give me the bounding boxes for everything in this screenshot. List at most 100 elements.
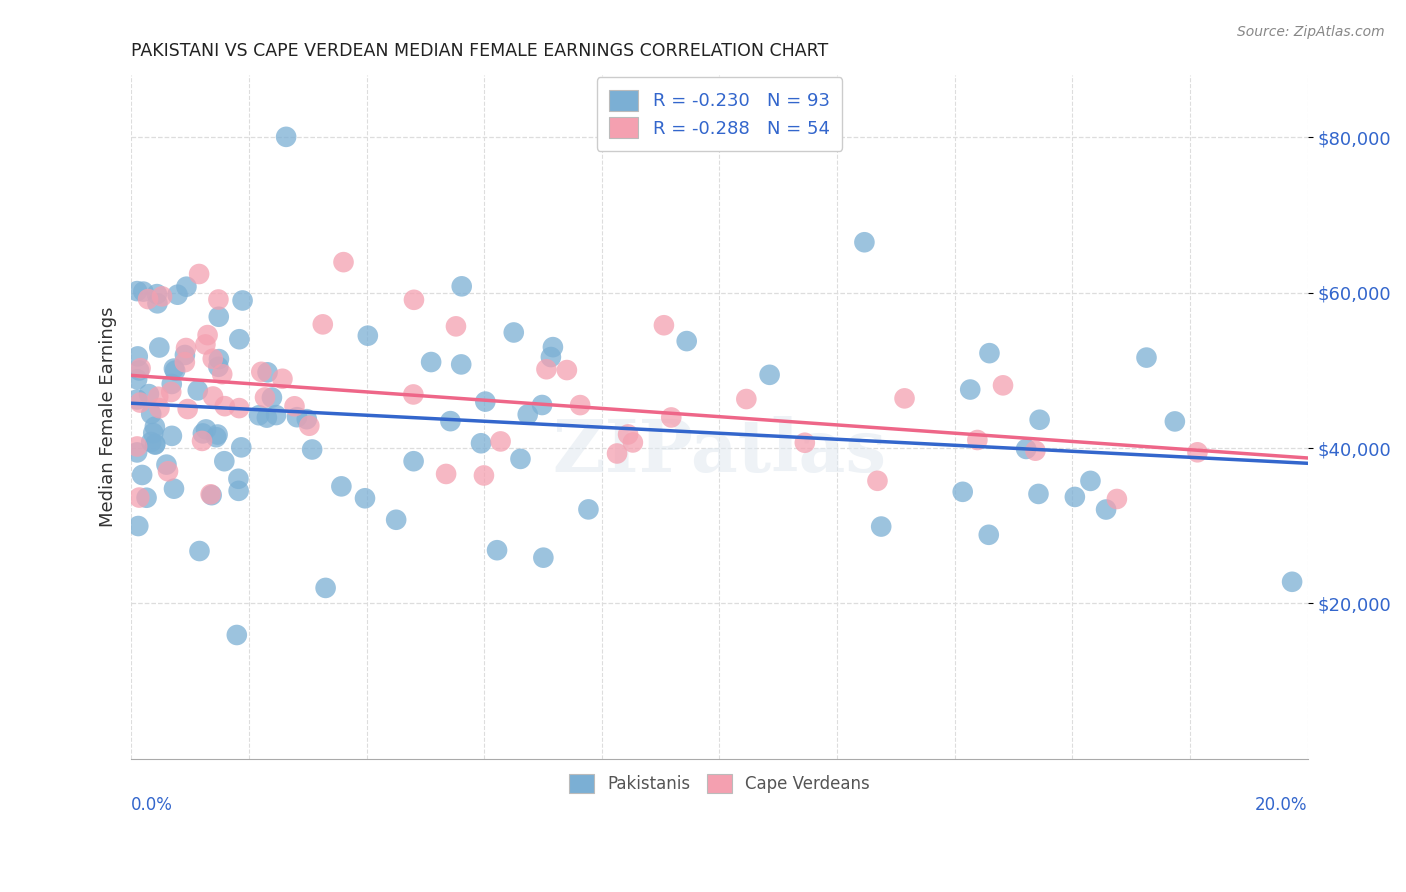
Point bbox=[1028, 487, 1050, 501]
Point bbox=[156, 464, 179, 478]
Point bbox=[439, 414, 461, 428]
Point bbox=[1164, 414, 1187, 428]
Point bbox=[1187, 445, 1209, 459]
Point bbox=[129, 361, 152, 376]
Text: 0.0%: 0.0% bbox=[131, 797, 173, 814]
Point bbox=[128, 491, 150, 505]
Point bbox=[298, 418, 321, 433]
Point bbox=[283, 399, 305, 413]
Point bbox=[617, 427, 640, 442]
Point bbox=[131, 467, 153, 482]
Point bbox=[188, 267, 211, 281]
Point bbox=[165, 363, 187, 377]
Point bbox=[208, 352, 231, 367]
Point bbox=[207, 359, 229, 374]
Point bbox=[578, 502, 600, 516]
Point bbox=[952, 484, 974, 499]
Point bbox=[1080, 474, 1102, 488]
Point bbox=[207, 427, 229, 442]
Point bbox=[509, 451, 531, 466]
Point bbox=[402, 293, 425, 307]
Point bbox=[295, 412, 318, 426]
Point bbox=[148, 390, 170, 404]
Point bbox=[150, 289, 173, 303]
Point bbox=[228, 472, 250, 486]
Point bbox=[225, 628, 247, 642]
Point bbox=[621, 435, 644, 450]
Point bbox=[1135, 351, 1157, 365]
Point bbox=[155, 458, 177, 472]
Point bbox=[991, 378, 1014, 392]
Point bbox=[735, 392, 758, 406]
Point bbox=[163, 482, 186, 496]
Point bbox=[141, 407, 163, 421]
Point bbox=[143, 437, 166, 451]
Text: ZIPatlas: ZIPatlas bbox=[553, 416, 886, 487]
Point bbox=[893, 392, 915, 406]
Text: PAKISTANI VS CAPE VERDEAN MEDIAN FEMALE EARNINGS CORRELATION CHART: PAKISTANI VS CAPE VERDEAN MEDIAN FEMALE … bbox=[131, 42, 828, 60]
Point bbox=[256, 365, 278, 379]
Point bbox=[1095, 502, 1118, 516]
Point bbox=[569, 398, 592, 412]
Point bbox=[959, 383, 981, 397]
Point bbox=[253, 391, 276, 405]
Point bbox=[228, 401, 250, 416]
Point bbox=[187, 384, 209, 398]
Point bbox=[301, 442, 323, 457]
Point bbox=[540, 350, 562, 364]
Point bbox=[194, 337, 217, 351]
Point bbox=[450, 358, 472, 372]
Point bbox=[555, 363, 578, 377]
Point bbox=[1024, 443, 1046, 458]
Point bbox=[207, 293, 229, 307]
Point bbox=[201, 351, 224, 366]
Point bbox=[606, 446, 628, 460]
Point bbox=[1105, 491, 1128, 506]
Point bbox=[214, 399, 236, 413]
Point bbox=[214, 454, 236, 468]
Y-axis label: Median Female Earnings: Median Female Earnings bbox=[100, 307, 117, 527]
Point bbox=[138, 387, 160, 401]
Point bbox=[231, 441, 253, 455]
Point bbox=[127, 445, 149, 459]
Point bbox=[202, 390, 225, 404]
Point bbox=[197, 328, 219, 343]
Point bbox=[176, 402, 198, 417]
Point bbox=[330, 479, 353, 493]
Point bbox=[531, 398, 554, 412]
Point bbox=[260, 391, 283, 405]
Point bbox=[195, 422, 218, 436]
Point bbox=[357, 328, 380, 343]
Point bbox=[146, 287, 169, 301]
Point bbox=[276, 129, 298, 144]
Point bbox=[434, 467, 457, 481]
Point bbox=[127, 372, 149, 386]
Point bbox=[141, 435, 163, 450]
Point bbox=[188, 544, 211, 558]
Point bbox=[1281, 574, 1303, 589]
Point bbox=[470, 436, 492, 450]
Text: 20.0%: 20.0% bbox=[1256, 797, 1308, 814]
Legend: Pakistanis, Cape Verdeans: Pakistanis, Cape Verdeans bbox=[561, 766, 879, 802]
Point bbox=[285, 410, 308, 425]
Point bbox=[332, 255, 354, 269]
Point bbox=[127, 284, 149, 298]
Point bbox=[450, 279, 472, 293]
Point bbox=[315, 581, 337, 595]
Point bbox=[1063, 490, 1085, 504]
Point bbox=[146, 296, 169, 310]
Point bbox=[132, 285, 155, 299]
Point bbox=[160, 376, 183, 391]
Point bbox=[211, 367, 233, 381]
Point bbox=[129, 395, 152, 409]
Point bbox=[271, 372, 294, 386]
Point bbox=[200, 487, 222, 501]
Point bbox=[486, 543, 509, 558]
Point bbox=[247, 409, 270, 423]
Point bbox=[174, 341, 197, 355]
Point bbox=[128, 363, 150, 377]
Point bbox=[228, 332, 250, 346]
Point bbox=[264, 408, 287, 422]
Point bbox=[472, 468, 495, 483]
Point bbox=[148, 401, 170, 416]
